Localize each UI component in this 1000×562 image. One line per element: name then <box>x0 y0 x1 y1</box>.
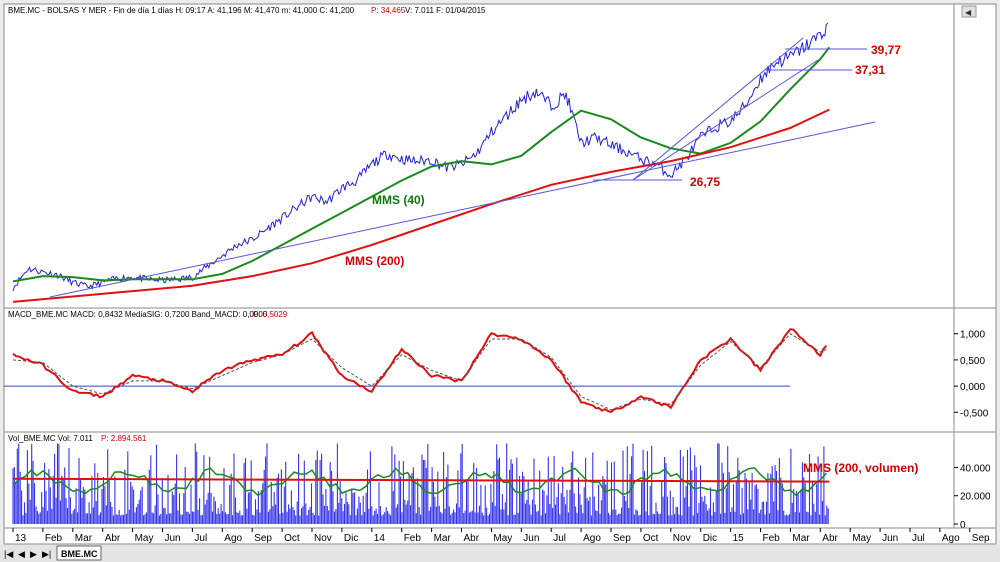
x-tick-label: Mar <box>75 533 93 544</box>
x-tick-label: Jul <box>912 533 925 544</box>
x-tick-label: 15 <box>733 533 745 544</box>
x-tick-label: Jun <box>165 533 181 544</box>
macd-series-mediasig <box>12 333 827 411</box>
mms40-label: MMS (40) <box>372 193 425 207</box>
x-tick-label: Feb <box>45 533 63 544</box>
macd-header-p: P: 5,5029 <box>253 310 288 319</box>
tab-nav-prev-icon[interactable]: ◀ <box>18 549 25 559</box>
x-tick-label: Jun <box>523 533 539 544</box>
volume-mms200-line <box>12 477 830 483</box>
symbol-tab[interactable] <box>56 545 102 561</box>
price-header: BME.MC - BOLSAS Y MER - Fin de día 1 día… <box>8 6 355 15</box>
volume-y-tick-label: 20.000 <box>960 492 991 503</box>
macd-y-tick-label: -0,500 <box>960 408 989 419</box>
x-tick-label: Abr <box>105 533 121 544</box>
tab-bar-background <box>0 545 1000 562</box>
x-tick-label: Mar <box>792 533 810 544</box>
level-label-low: 26,75 <box>690 175 720 189</box>
price-series-mms-40- <box>12 46 831 283</box>
price-series <box>12 22 831 303</box>
volume-axis-area <box>953 431 997 529</box>
x-tick-label: Mar <box>434 533 452 544</box>
volume-panel: Vol_BME.MC Vol: 7.011 P: 2.894.561 0 20.0… <box>3 431 997 531</box>
long-trendline <box>49 121 876 298</box>
macd-y-axis: 1,000 0,500 0,000 -0,500 <box>954 330 989 419</box>
macd-y-tick-label: 1,000 <box>960 330 985 341</box>
scroll-left-icon: ◀ <box>965 8 972 17</box>
x-axis: 13 Feb Mar Abr May Jun Jul Ago Sep Oct Nov Dic 14 Feb… <box>3 527 997 545</box>
price-header-p: P: 34,465 <box>371 6 406 15</box>
x-tick-label: Nov <box>673 533 691 544</box>
volume-moving-averages <box>12 467 830 497</box>
x-tick-label: Feb <box>404 533 422 544</box>
x-tick-label: Dic <box>344 533 358 544</box>
x-tick-label: 13 <box>15 533 27 544</box>
x-tick-label: Jun <box>882 533 898 544</box>
tab-nav-next-icon[interactable]: ▶ <box>30 549 37 559</box>
macd-plot-area <box>3 307 955 433</box>
x-tick-label: Oct <box>284 533 300 544</box>
price-panel: BME.MC - BOLSAS Y MER - Fin de día 1 día… <box>3 3 997 472</box>
x-tick-label: Jul <box>194 533 207 544</box>
x-tick-label: May <box>135 533 154 544</box>
x-tick-label: Abr <box>464 533 480 544</box>
macd-series <box>4 328 828 414</box>
x-tick-label: 14 <box>374 533 386 544</box>
volume-y-tick-label: 40.000 <box>960 463 991 474</box>
x-tick-label: Dic <box>703 533 717 544</box>
price-plot-area <box>3 3 955 309</box>
volume-y-axis: 0 20.000 40.000 <box>954 463 991 531</box>
tab-nav-last-icon[interactable]: ▶| <box>42 549 51 559</box>
price-series-mms-200- <box>12 108 830 303</box>
scroll-left-button[interactable] <box>961 5 977 18</box>
symbol-tab-label: BME.MC <box>61 549 98 559</box>
x-axis-ticks: 13 Feb Mar Abr May Jun Jul Ago Sep Oct Nov Dic 14 Feb… <box>12 528 990 544</box>
volume-header: Vol_BME.MC Vol: 7.011 <box>8 434 93 443</box>
x-tick-label: Ago <box>583 533 601 544</box>
price-header-tail: V: 7.011 F: 01/04/2015 <box>405 6 486 15</box>
x-tick-label: Abr <box>822 533 838 544</box>
x-tick-label: Feb <box>763 533 781 544</box>
macd-y-tick-label: 0,000 <box>960 382 985 393</box>
mms200-label: MMS (200) <box>345 254 404 268</box>
price-axis-area <box>953 3 997 309</box>
x-tick-label: Sep <box>972 533 990 544</box>
x-tick-label: Ago <box>942 533 960 544</box>
x-tick-label: Jul <box>553 533 566 544</box>
level-label-mid: 37,31 <box>855 63 885 77</box>
x-tick-label: May <box>852 533 871 544</box>
volume-short-average <box>12 467 827 497</box>
volume-y-tick-label: 0 <box>960 520 966 531</box>
volume-mms-label: MMS (200, volumen) <box>803 461 918 475</box>
short-trendline <box>632 59 819 181</box>
macd-y-tick-label: 0,500 <box>960 356 985 367</box>
steep-trendline <box>632 37 804 181</box>
x-tick-label: Ago <box>224 533 242 544</box>
level-label-high: 39,77 <box>871 43 901 57</box>
x-tick-label: Sep <box>254 533 272 544</box>
x-tick-label: Nov <box>314 533 332 544</box>
volume-header-p: P: 2.894.561 <box>101 434 147 443</box>
x-tick-label: Sep <box>613 533 631 544</box>
x-tick-label: Oct <box>643 533 659 544</box>
macd-panel: MACD_BME.MC MACD: 0,8432 MediaSIG: 0,720… <box>3 307 997 433</box>
macd-header: MACD_BME.MC MACD: 0,8432 MediaSIG: 0,720… <box>8 310 268 319</box>
tab-bar: |◀ ◀ ▶ ▶| BME.MC <box>0 545 1000 562</box>
tab-nav-first-icon[interactable]: |◀ <box>4 549 13 559</box>
macd-series-macd <box>12 328 828 414</box>
macd-axis-area <box>953 307 997 433</box>
x-tick-label: May <box>493 533 512 544</box>
